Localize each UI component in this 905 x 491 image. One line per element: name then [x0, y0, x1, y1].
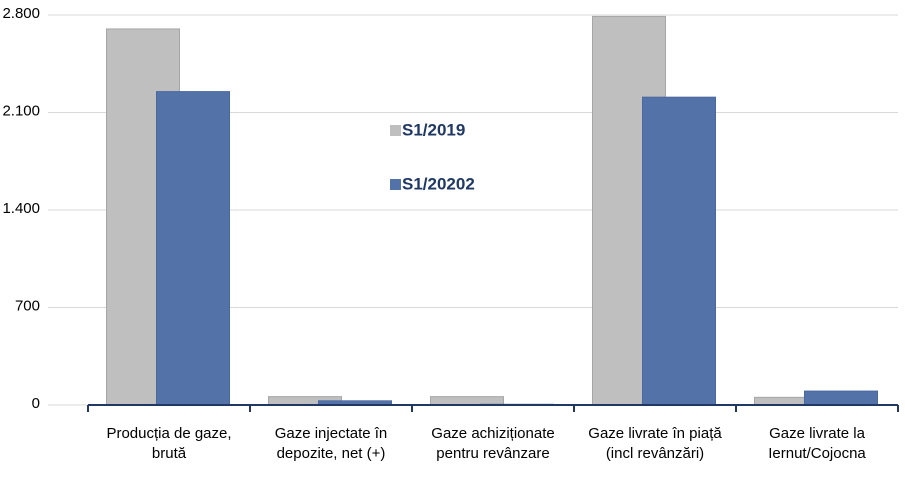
x-tick-label-line: pentru revânzare [436, 445, 549, 462]
y-tick-label: 1.400 [2, 200, 40, 217]
legend-label: S1/2019 [402, 120, 465, 139]
x-tick-label: Gaze livrate în piață (incl revânzări) [588, 425, 722, 462]
x-tick-label-line: brută [152, 445, 187, 462]
bar [156, 91, 230, 406]
bar [430, 396, 504, 406]
x-tick-label: Producția de gaze, brută [106, 425, 231, 462]
x-tick-label: Gaze achiziționate pentru revânzare [431, 425, 554, 462]
x-tick-label-line: Iernut/Cojocna [768, 445, 866, 462]
x-tick-label-line: (incl revânzări) [606, 445, 704, 462]
y-tick-label: 0 [32, 395, 40, 412]
x-tick-label-line: Gaze livrate la [769, 425, 866, 442]
legend-label: S1/20202 [402, 174, 475, 193]
bar [804, 390, 878, 406]
x-tick-label: Gaze livrate la Iernut/Cojocna [768, 425, 866, 462]
bar [642, 96, 716, 406]
y-tick-label: 2.800 [2, 5, 40, 22]
x-tick-label-line: Gaze livrate în piață [588, 425, 722, 442]
y-tick-label: 700 [15, 297, 40, 314]
x-tick-label-line: Gaze achiziționate [431, 425, 554, 442]
x-tick-label: Gaze injectate în depozite, net (+) [275, 425, 388, 462]
legend-swatch [390, 125, 401, 136]
x-tick-label-line: depozite, net (+) [277, 445, 386, 462]
x-tick-label-line: Gaze injectate în [275, 425, 388, 442]
y-tick-label: 2.100 [2, 102, 40, 119]
x-tick-label-line: Producția de gaze, [106, 425, 231, 442]
legend-swatch [390, 179, 401, 190]
